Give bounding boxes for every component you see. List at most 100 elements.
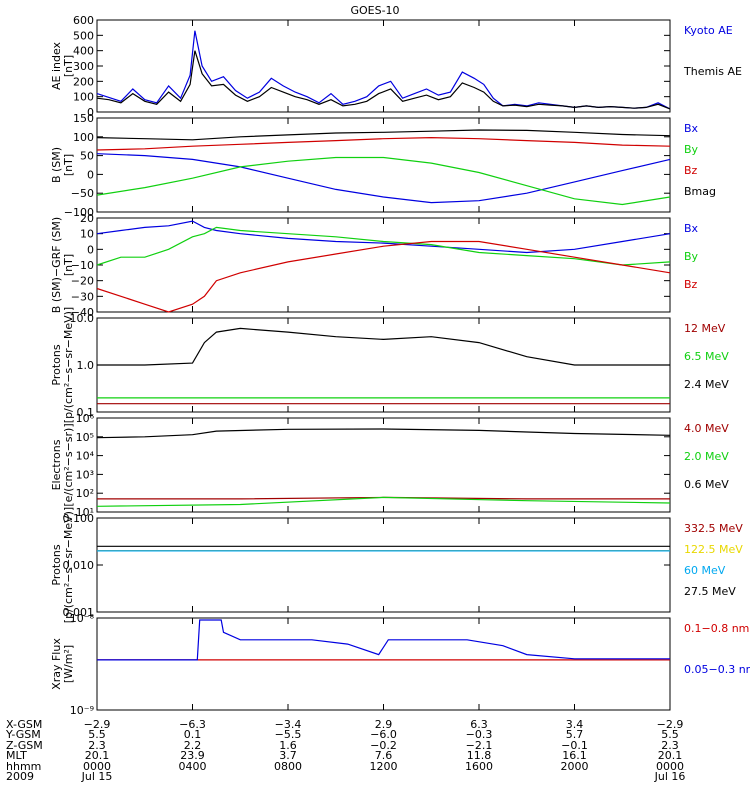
chart-title: GOES-10 xyxy=(350,4,399,17)
panel-5-series-2 xyxy=(96,496,671,507)
xlabel-row-3-value: 2.3 xyxy=(88,739,106,752)
xlabel-row-1-value: −6.3 xyxy=(179,718,206,731)
panel-3-ylabel-units: [nT] xyxy=(62,254,75,276)
panel-3-ytick-label: 20 xyxy=(80,212,94,225)
panel-2-ytick-label: −50 xyxy=(71,187,94,200)
panel-3-ytick-label: −30 xyxy=(71,290,94,303)
panel-5-legend-3: 0.6 MeV xyxy=(684,478,729,491)
xlabel-row-3-value: 2.3 xyxy=(661,739,679,752)
panel-4-ytick-label: 10.0 xyxy=(70,312,95,325)
panel-1-ylabel-units: [nT] xyxy=(62,55,75,77)
xlabel-row-3-value: 1.6 xyxy=(279,739,297,752)
panel-2-ytick-label: 150 xyxy=(73,112,94,125)
panel-2-ytick-label: −100 xyxy=(64,206,94,219)
panel-4-legend-1: 12 MeV xyxy=(684,322,726,335)
xlabel-row-2-value: 5.5 xyxy=(661,728,679,741)
xlabel-row-2-value: 5.7 xyxy=(566,728,584,741)
panel-1-ytick-label: 500 xyxy=(73,29,94,42)
panel-1-ylabel: AE index xyxy=(50,41,63,90)
xlabel-row-1-value: 2.9 xyxy=(375,718,393,731)
xlabel-row-4-name: MLT xyxy=(6,749,27,762)
panel-3-frame xyxy=(96,217,671,313)
panel-3-legend-2: By xyxy=(684,250,699,263)
panel-7-ylabel: Xray Flux xyxy=(50,638,63,690)
xlabel-row-3-value: −0.2 xyxy=(370,739,397,752)
panel-4-legend-2: 6.5 MeV xyxy=(684,350,729,363)
xlabel-row-5-value: 0400 xyxy=(179,760,207,773)
xlabel-row-6-name: 2009 xyxy=(6,770,34,783)
panel-1-ytick-label: 600 xyxy=(73,14,94,27)
xlabel-row-1-value: −3.4 xyxy=(275,718,302,731)
xlabel-row-4-value: 20.1 xyxy=(658,749,683,762)
panel-2-series-2 xyxy=(96,156,671,206)
panel-4-series-3 xyxy=(97,327,670,366)
xlabel-row-3-value: −0.1 xyxy=(561,739,588,752)
xlabel-row-4-value: 20.1 xyxy=(85,749,110,762)
panel-1-ytick-label: 100 xyxy=(73,91,94,104)
panel-5-ytick-label: 10⁵ xyxy=(76,431,94,444)
panel-2-series-4 xyxy=(96,129,671,141)
panel-6-ytick-label: 0.100 xyxy=(63,512,95,525)
panel-2-legend-2: By xyxy=(684,143,699,156)
xlabel-row-4-value: 23.9 xyxy=(180,749,205,762)
panel-2-ytick-label: 100 xyxy=(73,131,94,144)
xlabel-row-3-value: −2.1 xyxy=(466,739,493,752)
panel-5-legend-2: 2.0 MeV xyxy=(684,450,729,463)
xlabel-row-5-value: 0000 xyxy=(83,760,111,773)
panel-1-ytick-label: 200 xyxy=(73,75,94,88)
xlabel-row-2-value: −6.0 xyxy=(370,728,397,741)
panel-3-ytick-label: 0 xyxy=(87,243,94,256)
panel-5-legend-1: 4.0 MeV xyxy=(684,422,729,435)
panel-3-ylabel: B (SM)−GRF (SM) xyxy=(50,217,63,313)
panel-1-legend-2: Themis AE xyxy=(683,65,742,78)
panel-7-frame xyxy=(96,617,671,711)
panel-1-legend-1: Kyoto AE xyxy=(684,24,733,37)
panel-2-ytick-label: 50 xyxy=(80,150,94,163)
xlabel-row-2-value: −0.3 xyxy=(466,728,493,741)
panel-7-ytick-label: 10⁻⁹ xyxy=(70,704,94,717)
xlabel-row-1-value: 6.3 xyxy=(470,718,488,731)
panel-3-series-3 xyxy=(96,240,671,313)
panel-3-series-1 xyxy=(96,220,671,254)
panel-1-ytick-label: 400 xyxy=(73,45,94,58)
xlabel-row-2-name: Y-GSM xyxy=(5,728,41,741)
xlabel-row-6-value: Jul 15 xyxy=(81,770,113,783)
panel-5-ytick-label: 10² xyxy=(76,487,94,500)
xlabel-row-5-value: 0800 xyxy=(274,760,302,773)
panel-2-series-1 xyxy=(96,153,671,204)
xlabel-row-1-value: 3.4 xyxy=(566,718,584,731)
xlabel-row-2-value: 0.1 xyxy=(184,728,202,741)
panel-6-legend-2: 122.5 MeV xyxy=(684,543,743,556)
panel-3-ytick-label: −20 xyxy=(71,275,94,288)
panel-5-ytick-label: 10³ xyxy=(76,468,94,481)
panel-7-series-2 xyxy=(97,619,670,661)
panel-5-ytick-label: 10⁶ xyxy=(76,412,95,425)
xlabel-row-3-value: 2.2 xyxy=(184,739,202,752)
panel-5-series-3 xyxy=(96,428,671,439)
panel-3-legend-1: Bx xyxy=(684,222,699,235)
panel-6-ytick-label: 0.010 xyxy=(63,559,95,572)
panel-5-ylabel: Electrons xyxy=(50,439,63,490)
xlabel-row-5-value: 0000 xyxy=(656,760,684,773)
xlabel-row-2-value: −5.5 xyxy=(275,728,302,741)
panel-2-legend-4: Bmag xyxy=(684,185,716,198)
panel-4-ytick-label: 1.0 xyxy=(77,359,95,372)
xlabel-row-5-name: hhmm xyxy=(6,760,41,773)
xlabel-row-5-value: 2000 xyxy=(561,760,589,773)
panel-4-legend-3: 2.4 MeV xyxy=(684,378,729,391)
panel-6-frame xyxy=(96,517,671,613)
panel-5-ytick-label: 10¹ xyxy=(76,506,94,519)
panel-6-ytick-label: 0.001 xyxy=(63,606,95,619)
panel-5-ylabel-units: [e/(cm²−s−sr)] xyxy=(62,423,75,506)
panel-2-series-3 xyxy=(96,136,671,151)
xlabel-row-2-value: 5.5 xyxy=(88,728,106,741)
panel-3-series-2 xyxy=(96,226,671,266)
xlabel-row-1-value: −2.9 xyxy=(657,718,684,731)
panel-4-ylabel: Protons xyxy=(50,344,63,385)
panel-3-ytick-label: 10 xyxy=(80,228,94,241)
xlabel-row-6-value: Jul 16 xyxy=(654,770,686,783)
panel-6-legend-3: 60 MeV xyxy=(684,564,726,577)
panel-2-ylabel-units: [nT] xyxy=(62,154,75,176)
xlabel-row-1-value: −2.9 xyxy=(84,718,111,731)
